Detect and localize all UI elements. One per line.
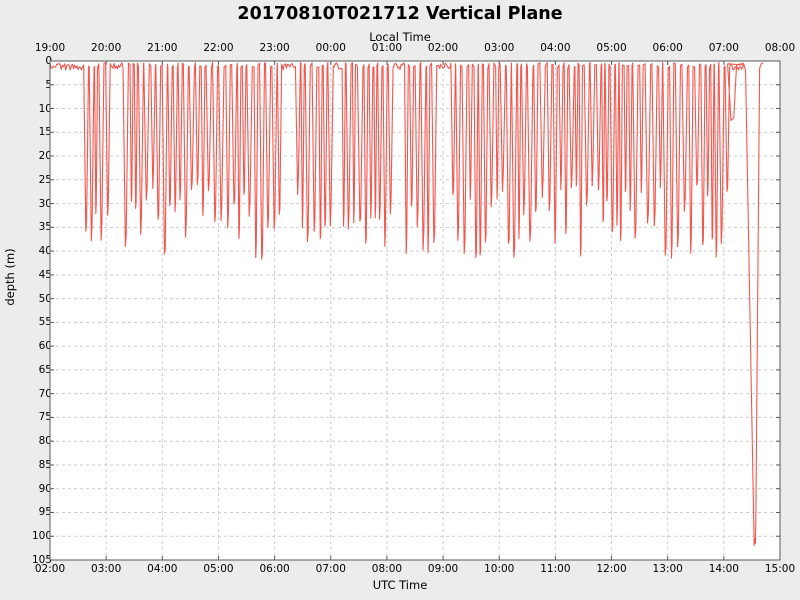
top-tick-label: 06:00 bbox=[652, 42, 683, 54]
y-tick-label: 20 bbox=[38, 150, 52, 163]
bottom-tick-label: 04:00 bbox=[147, 563, 178, 575]
y-tick-label: 50 bbox=[38, 292, 52, 305]
top-tick-label: 20:00 bbox=[91, 42, 122, 54]
y-tick-label: 100 bbox=[31, 530, 52, 543]
y-tick-label: 85 bbox=[38, 458, 52, 471]
top-tick-label: 05:00 bbox=[596, 42, 627, 54]
top-tick-label: 02:00 bbox=[427, 42, 459, 54]
top-tick-label: 21:00 bbox=[147, 42, 178, 54]
bottom-axis-label: UTC Time bbox=[372, 578, 428, 592]
page-title: 20170810T021712 Vertical Plane bbox=[237, 4, 563, 24]
top-tick-label: 23:00 bbox=[259, 42, 290, 54]
bottom-tick-label: 13:00 bbox=[652, 563, 683, 575]
plot-frame bbox=[49, 60, 781, 561]
y-tick-label: 65 bbox=[38, 363, 52, 376]
bottom-tick-label: 15:00 bbox=[764, 563, 796, 575]
y-tick-label: 45 bbox=[38, 268, 52, 281]
y-tick-label: 15 bbox=[38, 126, 52, 139]
top-tick-label: 08:00 bbox=[764, 42, 796, 54]
y-tick-label: 25 bbox=[38, 173, 52, 186]
y-tick-label: 60 bbox=[38, 340, 52, 353]
top-tick-label: 07:00 bbox=[708, 42, 739, 54]
data-line-group bbox=[49, 61, 764, 547]
bottom-tick-label: 11:00 bbox=[540, 563, 571, 575]
top-tick-label: 22:00 bbox=[203, 42, 234, 54]
top-tick-label: 03:00 bbox=[484, 42, 515, 54]
y-tick-label: 105 bbox=[31, 554, 52, 566]
y-tick-label: 10 bbox=[38, 102, 52, 115]
y-tick-label: 55 bbox=[38, 316, 52, 329]
top-tick-label: 19:00 bbox=[34, 42, 66, 54]
bottom-tick-label: 03:00 bbox=[91, 563, 122, 575]
bottom-tick-label: 06:00 bbox=[259, 563, 290, 575]
bottom-tick-label: 09:00 bbox=[427, 563, 459, 575]
y-tick-label: 5 bbox=[45, 78, 52, 91]
bottom-tick-label: 10:00 bbox=[484, 563, 515, 575]
y-tick-label: 70 bbox=[38, 387, 52, 400]
top-tick-label: 00:00 bbox=[315, 42, 346, 54]
y-tick-label: 95 bbox=[38, 506, 52, 519]
y-tick-label: 30 bbox=[38, 197, 52, 210]
bottom-tick-label: 08:00 bbox=[371, 563, 403, 575]
y-tick-label: 40 bbox=[38, 245, 52, 258]
y-tick-label: 0 bbox=[45, 55, 52, 67]
top-axis-label: Local Time bbox=[369, 30, 431, 44]
depth-trace-line bbox=[49, 61, 764, 547]
bottom-tick-label: 12:00 bbox=[596, 563, 627, 575]
y-tick-label: 75 bbox=[38, 411, 52, 424]
bottom-tick-label: 05:00 bbox=[203, 563, 234, 575]
y-tick-label: 90 bbox=[38, 482, 52, 495]
y-tick-label: 80 bbox=[38, 435, 52, 448]
plot-frame-group bbox=[49, 60, 781, 561]
bottom-tick-label: 02:00 bbox=[34, 563, 66, 575]
top-tick-label: 01:00 bbox=[371, 42, 403, 54]
top-tick-label: 04:00 bbox=[540, 42, 571, 54]
y-tick-label: 35 bbox=[38, 221, 52, 234]
bottom-tick-label: 07:00 bbox=[315, 563, 346, 575]
bottom-tick-label: 14:00 bbox=[708, 563, 739, 575]
